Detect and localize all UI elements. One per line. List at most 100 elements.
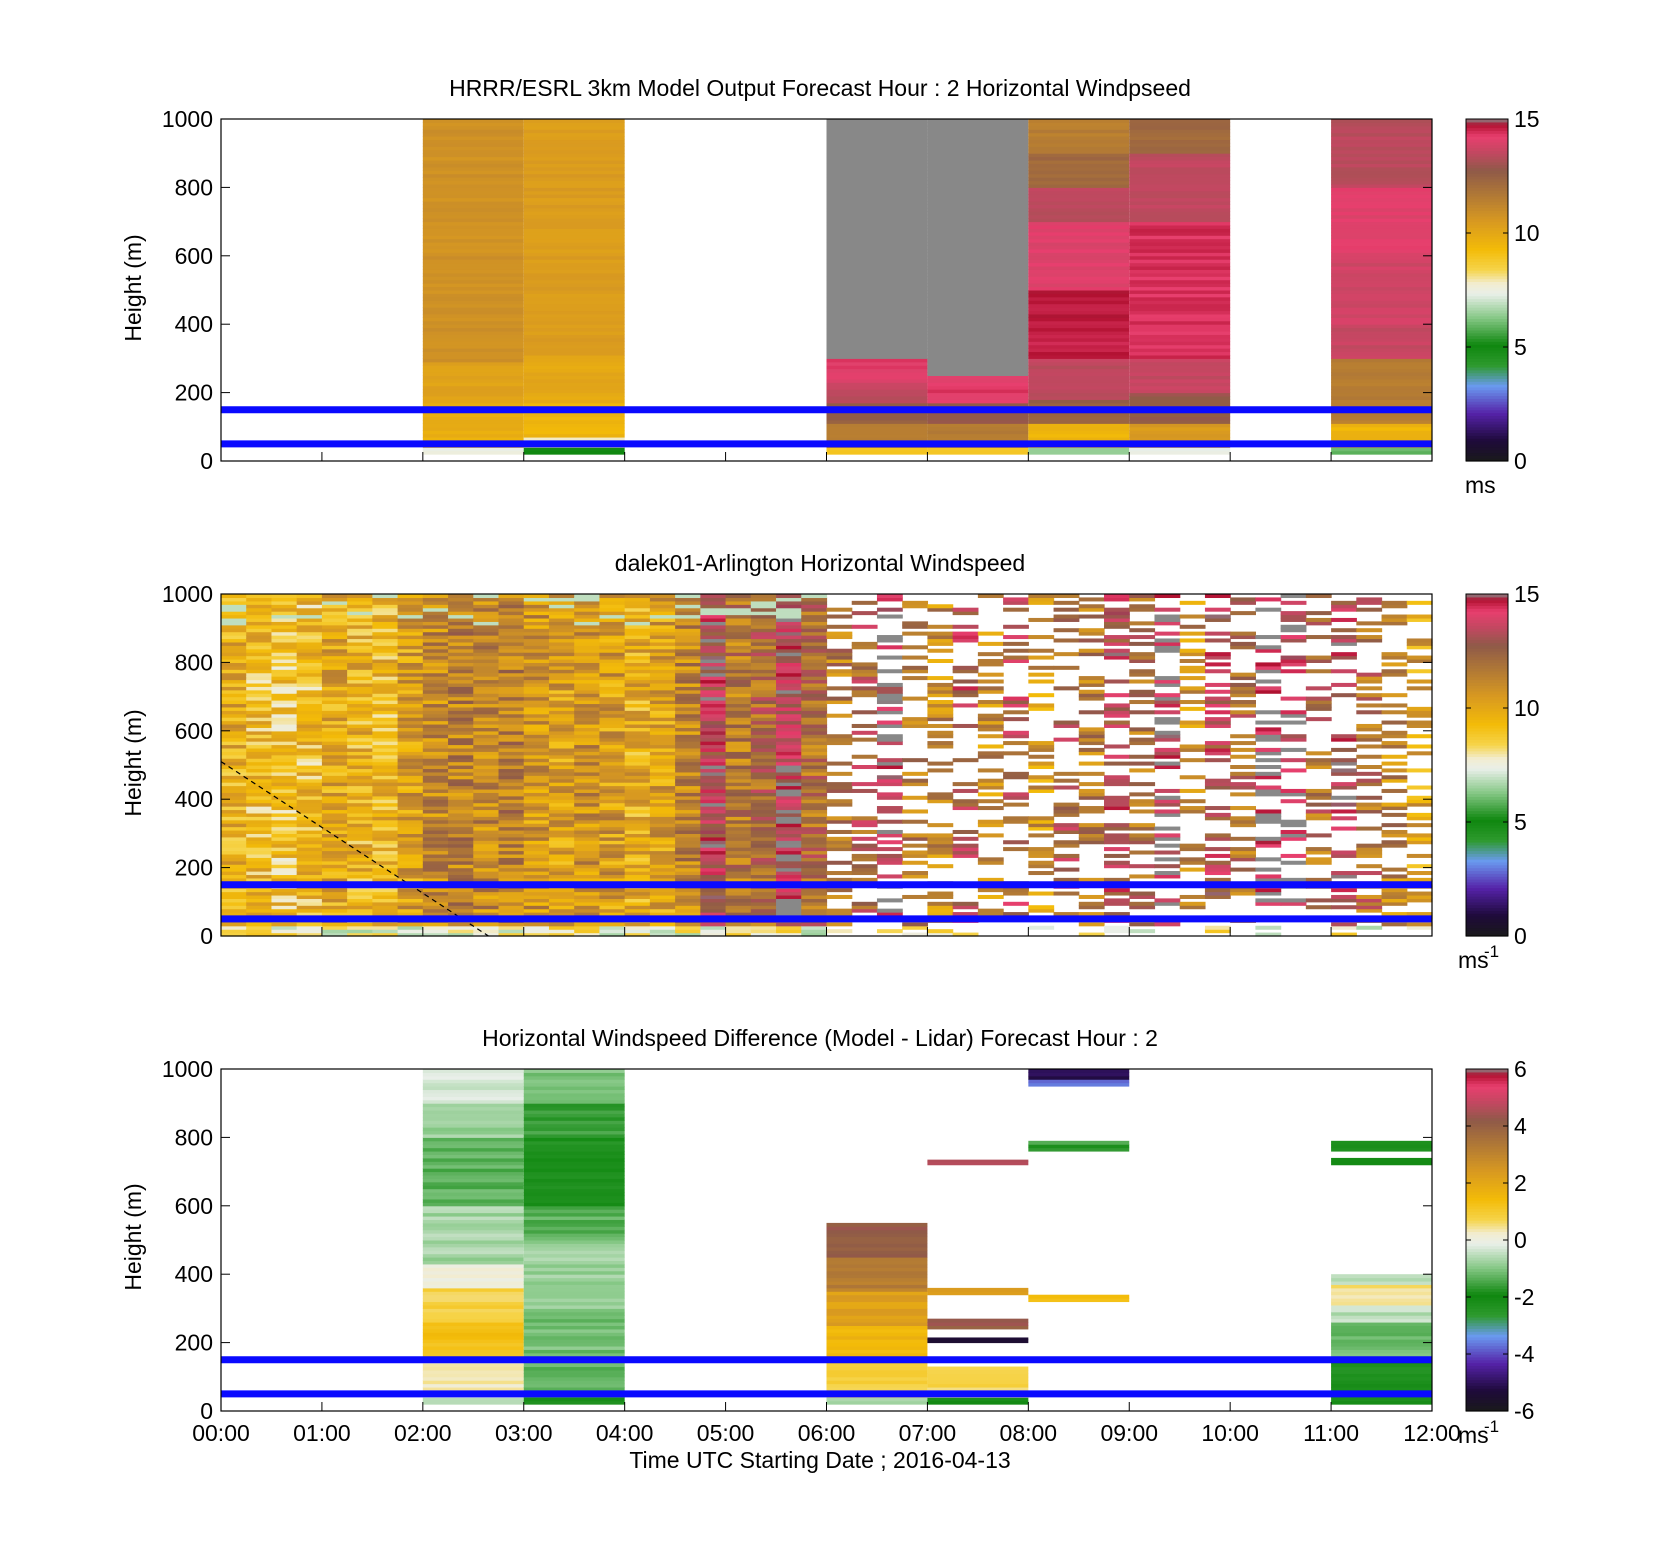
data-cell: [523, 741, 550, 746]
data-cell: [876, 669, 903, 674]
data-cell: [271, 932, 298, 937]
data-cell: [422, 1192, 524, 1197]
data-cell: [624, 751, 651, 756]
data-cell: [826, 156, 928, 161]
data-cell: [902, 843, 929, 848]
data-cell: [523, 1363, 625, 1368]
data-cell: [624, 669, 651, 674]
data-cell: [1230, 741, 1256, 746]
data-cell: [599, 682, 626, 687]
data-cell: [826, 132, 928, 137]
data-cell: [776, 860, 802, 865]
data-cell: [776, 877, 802, 882]
data-cell: [548, 816, 575, 821]
data-cell: [1280, 720, 1307, 725]
data-cell: [523, 645, 550, 650]
data-cell: [1280, 624, 1307, 629]
data-cell: [599, 723, 626, 728]
data-cell: [347, 795, 373, 800]
data-cell: [1028, 1147, 1130, 1152]
data-cell: [397, 816, 424, 821]
data-cell: [750, 819, 777, 824]
colorbar-segment: [1466, 1106, 1508, 1110]
data-cell: [902, 723, 929, 728]
data-cell: [448, 860, 474, 865]
data-cell: [523, 197, 625, 202]
data-cell: [523, 180, 625, 185]
data-cell: [548, 758, 575, 763]
data-cell: [448, 717, 474, 722]
data-cell: [296, 723, 323, 728]
data-cell: [1331, 1342, 1432, 1347]
data-cell: [1230, 713, 1256, 718]
data-cell: [296, 812, 323, 817]
data-cell: [1204, 888, 1231, 893]
data-cell: [548, 682, 575, 687]
y-tick-label: 0: [200, 1398, 213, 1424]
data-cell: [851, 836, 878, 841]
data-cell: [523, 1236, 625, 1241]
data-cell: [599, 829, 626, 834]
y-tick-label: 600: [175, 243, 213, 269]
data-cell: [271, 641, 298, 646]
data-cell: [448, 898, 474, 903]
data-cell: [548, 679, 575, 684]
data-cell: [776, 686, 802, 691]
data-cell: [927, 641, 954, 646]
data-cell: [725, 806, 752, 811]
data-cell: [700, 802, 727, 807]
colorbar-segment: [1466, 438, 1508, 442]
colorbar-tick-label: 2: [1514, 1170, 1527, 1196]
data-cell: [725, 898, 752, 903]
data-cell: [271, 741, 298, 746]
data-cell: [271, 604, 298, 609]
data-cell: [1028, 119, 1130, 123]
data-cell: [1331, 142, 1432, 147]
data-cell: [599, 850, 626, 855]
data-cell: [675, 836, 701, 841]
data-cell: [574, 898, 601, 903]
data-cell: [801, 871, 828, 876]
data-cell: [422, 252, 524, 257]
data-cell: [750, 894, 777, 899]
data-cell: [422, 307, 524, 312]
data-cell: [801, 689, 828, 694]
data-cell: [296, 710, 323, 715]
data-cell: [1331, 344, 1432, 349]
data-cell: [1204, 689, 1231, 694]
data-cell: [1129, 129, 1231, 134]
data-cell: [1129, 320, 1231, 325]
data-cell: [649, 782, 676, 787]
data-cell: [977, 652, 1004, 657]
data-cell: [1028, 925, 1055, 930]
data-cell: [826, 402, 928, 407]
data-cell: [296, 638, 323, 643]
data-cell: [801, 901, 828, 906]
data-cell: [1230, 710, 1256, 715]
data-cell: [1331, 1366, 1432, 1371]
data-cell: [1280, 819, 1307, 824]
data-cell: [1053, 840, 1080, 845]
data-cell: [523, 255, 625, 260]
data-cell: [448, 778, 474, 783]
data-cell: [700, 713, 727, 718]
data-cell: [1305, 635, 1332, 640]
data-cell: [523, 1137, 625, 1142]
data-cell: [725, 867, 752, 872]
data-cell: [271, 905, 298, 910]
data-cell: [372, 898, 399, 903]
data-cell: [826, 1263, 928, 1268]
data-cell: [1129, 225, 1231, 229]
data-cell: [1129, 303, 1231, 308]
colorbar-segment: [1466, 1328, 1508, 1332]
data-cell: [448, 792, 474, 797]
data-cell: [1381, 788, 1408, 793]
data-cell: [473, 617, 500, 622]
data-cell: [750, 737, 777, 742]
data-cell: [448, 679, 474, 684]
data-cell: [776, 717, 802, 722]
data-cell: [1331, 183, 1432, 188]
data-cell: [498, 652, 525, 657]
data-cell: [649, 641, 676, 646]
data-cell: [927, 125, 1029, 130]
